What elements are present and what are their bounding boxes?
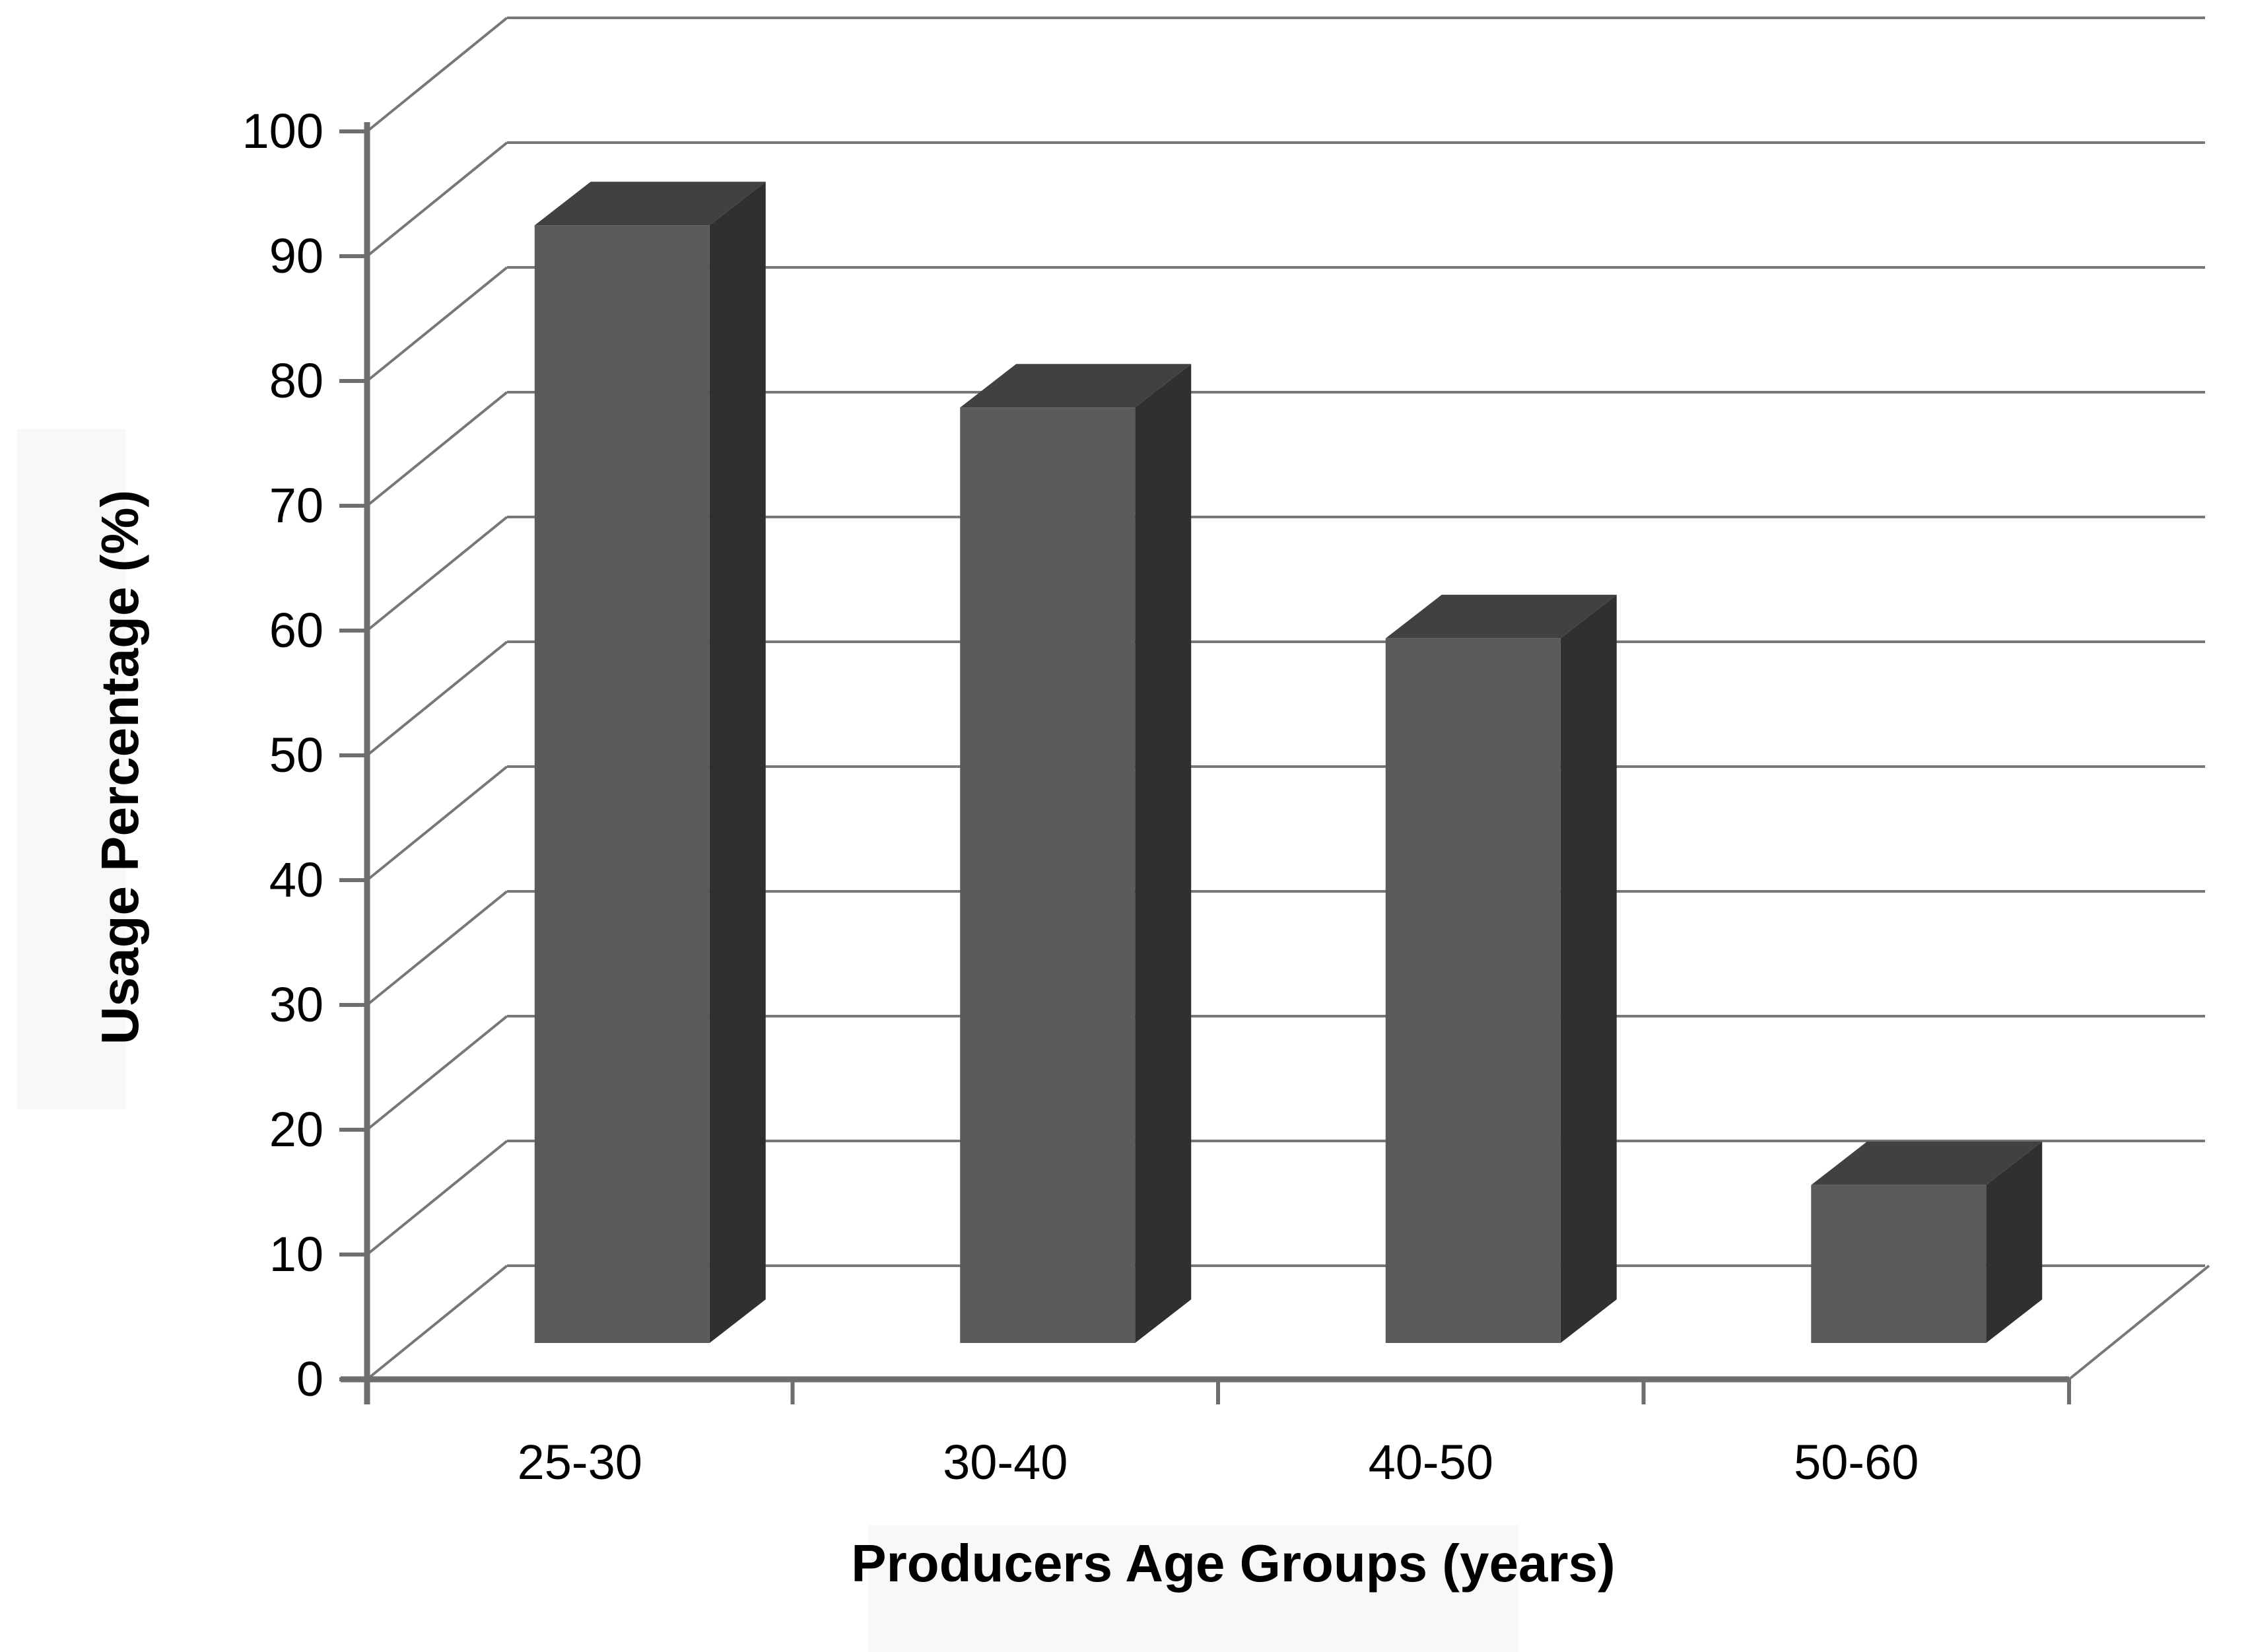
bar-front-face [960, 407, 1136, 1344]
bar-top-face [1811, 1141, 2043, 1185]
y-tick-label-30: 30 [269, 977, 323, 1032]
bar-25-30 [534, 182, 766, 1344]
x-category-label-50-60: 50-60 [1794, 1435, 1919, 1490]
y-tick-label-80: 80 [269, 353, 323, 408]
y-tick-label-0: 0 [296, 1352, 323, 1406]
y-tick-label-10: 10 [269, 1227, 323, 1282]
bar-front-face [1811, 1185, 1987, 1343]
bar-front-face [534, 225, 710, 1344]
depth-gridline-20 [366, 1015, 508, 1131]
x-axis-title: Producers Age Groups (years) [851, 1534, 1616, 1593]
depth-gridline-10 [366, 1140, 508, 1256]
depth-gridline-90 [366, 141, 508, 258]
y-tick-label-60: 60 [269, 603, 323, 658]
depth-gridline-40 [366, 765, 508, 881]
depth-gridline-100 [366, 17, 508, 133]
bars [534, 182, 2043, 1344]
bar-side-face [709, 182, 766, 1344]
paste-artifact-bottom [868, 1525, 1518, 1652]
y-tick-label-70: 70 [269, 478, 323, 533]
bar-top-face [534, 182, 766, 226]
floor-right-edge [2068, 1264, 2210, 1381]
depth-gridline-0 [366, 1264, 508, 1381]
y-tick-label-40: 40 [269, 852, 323, 907]
y-tick-label-20: 20 [269, 1102, 323, 1157]
bar-50-60 [1811, 1141, 2043, 1343]
axes [339, 122, 2071, 1404]
y-tick-label-100: 100 [242, 104, 323, 158]
x-category-label-25-30: 25-30 [517, 1435, 642, 1490]
bar-30-40 [960, 364, 1192, 1344]
bar-side-face [1560, 594, 1617, 1343]
bar-side-face [1986, 1141, 2043, 1343]
x-category-label-40-50: 40-50 [1368, 1435, 1493, 1490]
gridlines [366, 17, 2210, 1381]
bar-top-face [1385, 594, 1617, 638]
bar-40-50 [1385, 594, 1617, 1343]
depth-gridline-50 [366, 640, 508, 757]
y-tick-label-90: 90 [269, 228, 323, 283]
bar-side-face [1135, 364, 1192, 1344]
depth-gridline-70 [366, 391, 508, 507]
bar-front-face [1385, 638, 1561, 1343]
depth-gridline-60 [366, 516, 508, 632]
x-category-label-30-40: 30-40 [943, 1435, 1068, 1490]
bar-top-face [960, 364, 1192, 408]
y-tick-label-50: 50 [269, 728, 323, 782]
paste-artifact-left [17, 429, 125, 1109]
depth-gridline-80 [366, 266, 508, 382]
depth-gridline-30 [366, 890, 508, 1006]
